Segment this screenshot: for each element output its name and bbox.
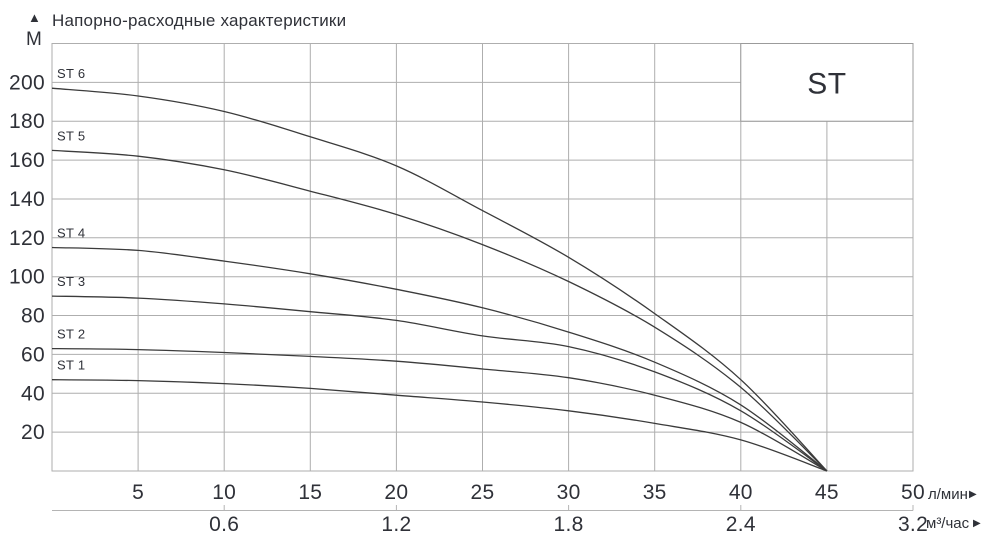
secondary-tick-label: 2.4: [726, 513, 756, 536]
x-tick-label: 40: [729, 481, 753, 504]
y-tick-label: 200: [9, 71, 45, 94]
chart-title: Напорно-расходные характеристики: [52, 11, 346, 30]
y-tick-labels: 20 40 60 80 100 120 140 160 180 200: [9, 71, 45, 444]
x-axis-secondary-unit: м³/час: [926, 515, 970, 532]
x-tick-labels: 5 10 15 20 25 30 35 40 45 50: [132, 481, 925, 504]
pump-curve-st-4: [51, 246, 828, 472]
curves-layer: [51, 87, 828, 472]
y-tick-label: 20: [21, 421, 45, 444]
x-tick-label: 10: [212, 481, 236, 504]
curve-label-st-3: ST 3: [57, 274, 85, 289]
pump-curve-st-3: [51, 295, 828, 472]
y-tick-label: 120: [9, 227, 45, 250]
secondary-tick-label: 1.2: [381, 513, 411, 536]
secondary-axis: 0.6 1.2 1.8 2.4 3.2: [52, 505, 928, 536]
curve-labels-layer: ST 1 ST 2 ST 3 ST 4 ST 5 ST 6: [57, 66, 85, 373]
secondary-tick-label: 3.2: [898, 513, 928, 536]
pump-curve-st-1: [51, 379, 828, 472]
y-tick-label: 40: [21, 382, 45, 405]
y-tick-label: 140: [9, 188, 45, 211]
x-axis-secondary-arrow-icon: ▶: [973, 518, 981, 529]
y-tick-label: 100: [9, 266, 45, 289]
secondary-tick-label: 0.6: [209, 513, 239, 536]
pump-curve-st-6: [51, 87, 828, 472]
x-tick-label: 25: [471, 481, 495, 504]
x-tick-label: 35: [643, 481, 667, 504]
x-tick-label: 15: [298, 481, 322, 504]
y-tick-label: 160: [9, 149, 45, 172]
y-axis-unit: М: [26, 29, 42, 50]
curve-label-st-1: ST 1: [57, 358, 85, 373]
x-tick-label: 50: [901, 481, 925, 504]
x-tick-label: 5: [132, 481, 144, 504]
curve-label-st-6: ST 6: [57, 66, 85, 81]
y-tick-label: 180: [9, 110, 45, 133]
grid-layer: [51, 43, 914, 472]
curve-label-st-4: ST 4: [57, 226, 85, 241]
x-axis-primary-unit: л/мин: [928, 486, 968, 503]
pump-curve-st-2: [51, 347, 828, 472]
y-axis-up-arrow-icon: ▲: [28, 10, 41, 25]
y-tick-label: 60: [21, 343, 45, 366]
secondary-tick-label: 1.8: [554, 513, 584, 536]
x-tick-label: 20: [384, 481, 408, 504]
pump-curve-st-5: [51, 149, 828, 472]
curve-label-st-2: ST 2: [57, 327, 85, 342]
curve-label-st-5: ST 5: [57, 128, 85, 143]
series-family-label: ST: [807, 67, 846, 100]
y-tick-label: 80: [21, 305, 45, 328]
x-axis-primary-arrow-icon: ▶: [969, 489, 977, 500]
series-family-box: [740, 43, 914, 122]
x-tick-label: 30: [557, 481, 581, 504]
x-tick-label: 45: [815, 481, 839, 504]
